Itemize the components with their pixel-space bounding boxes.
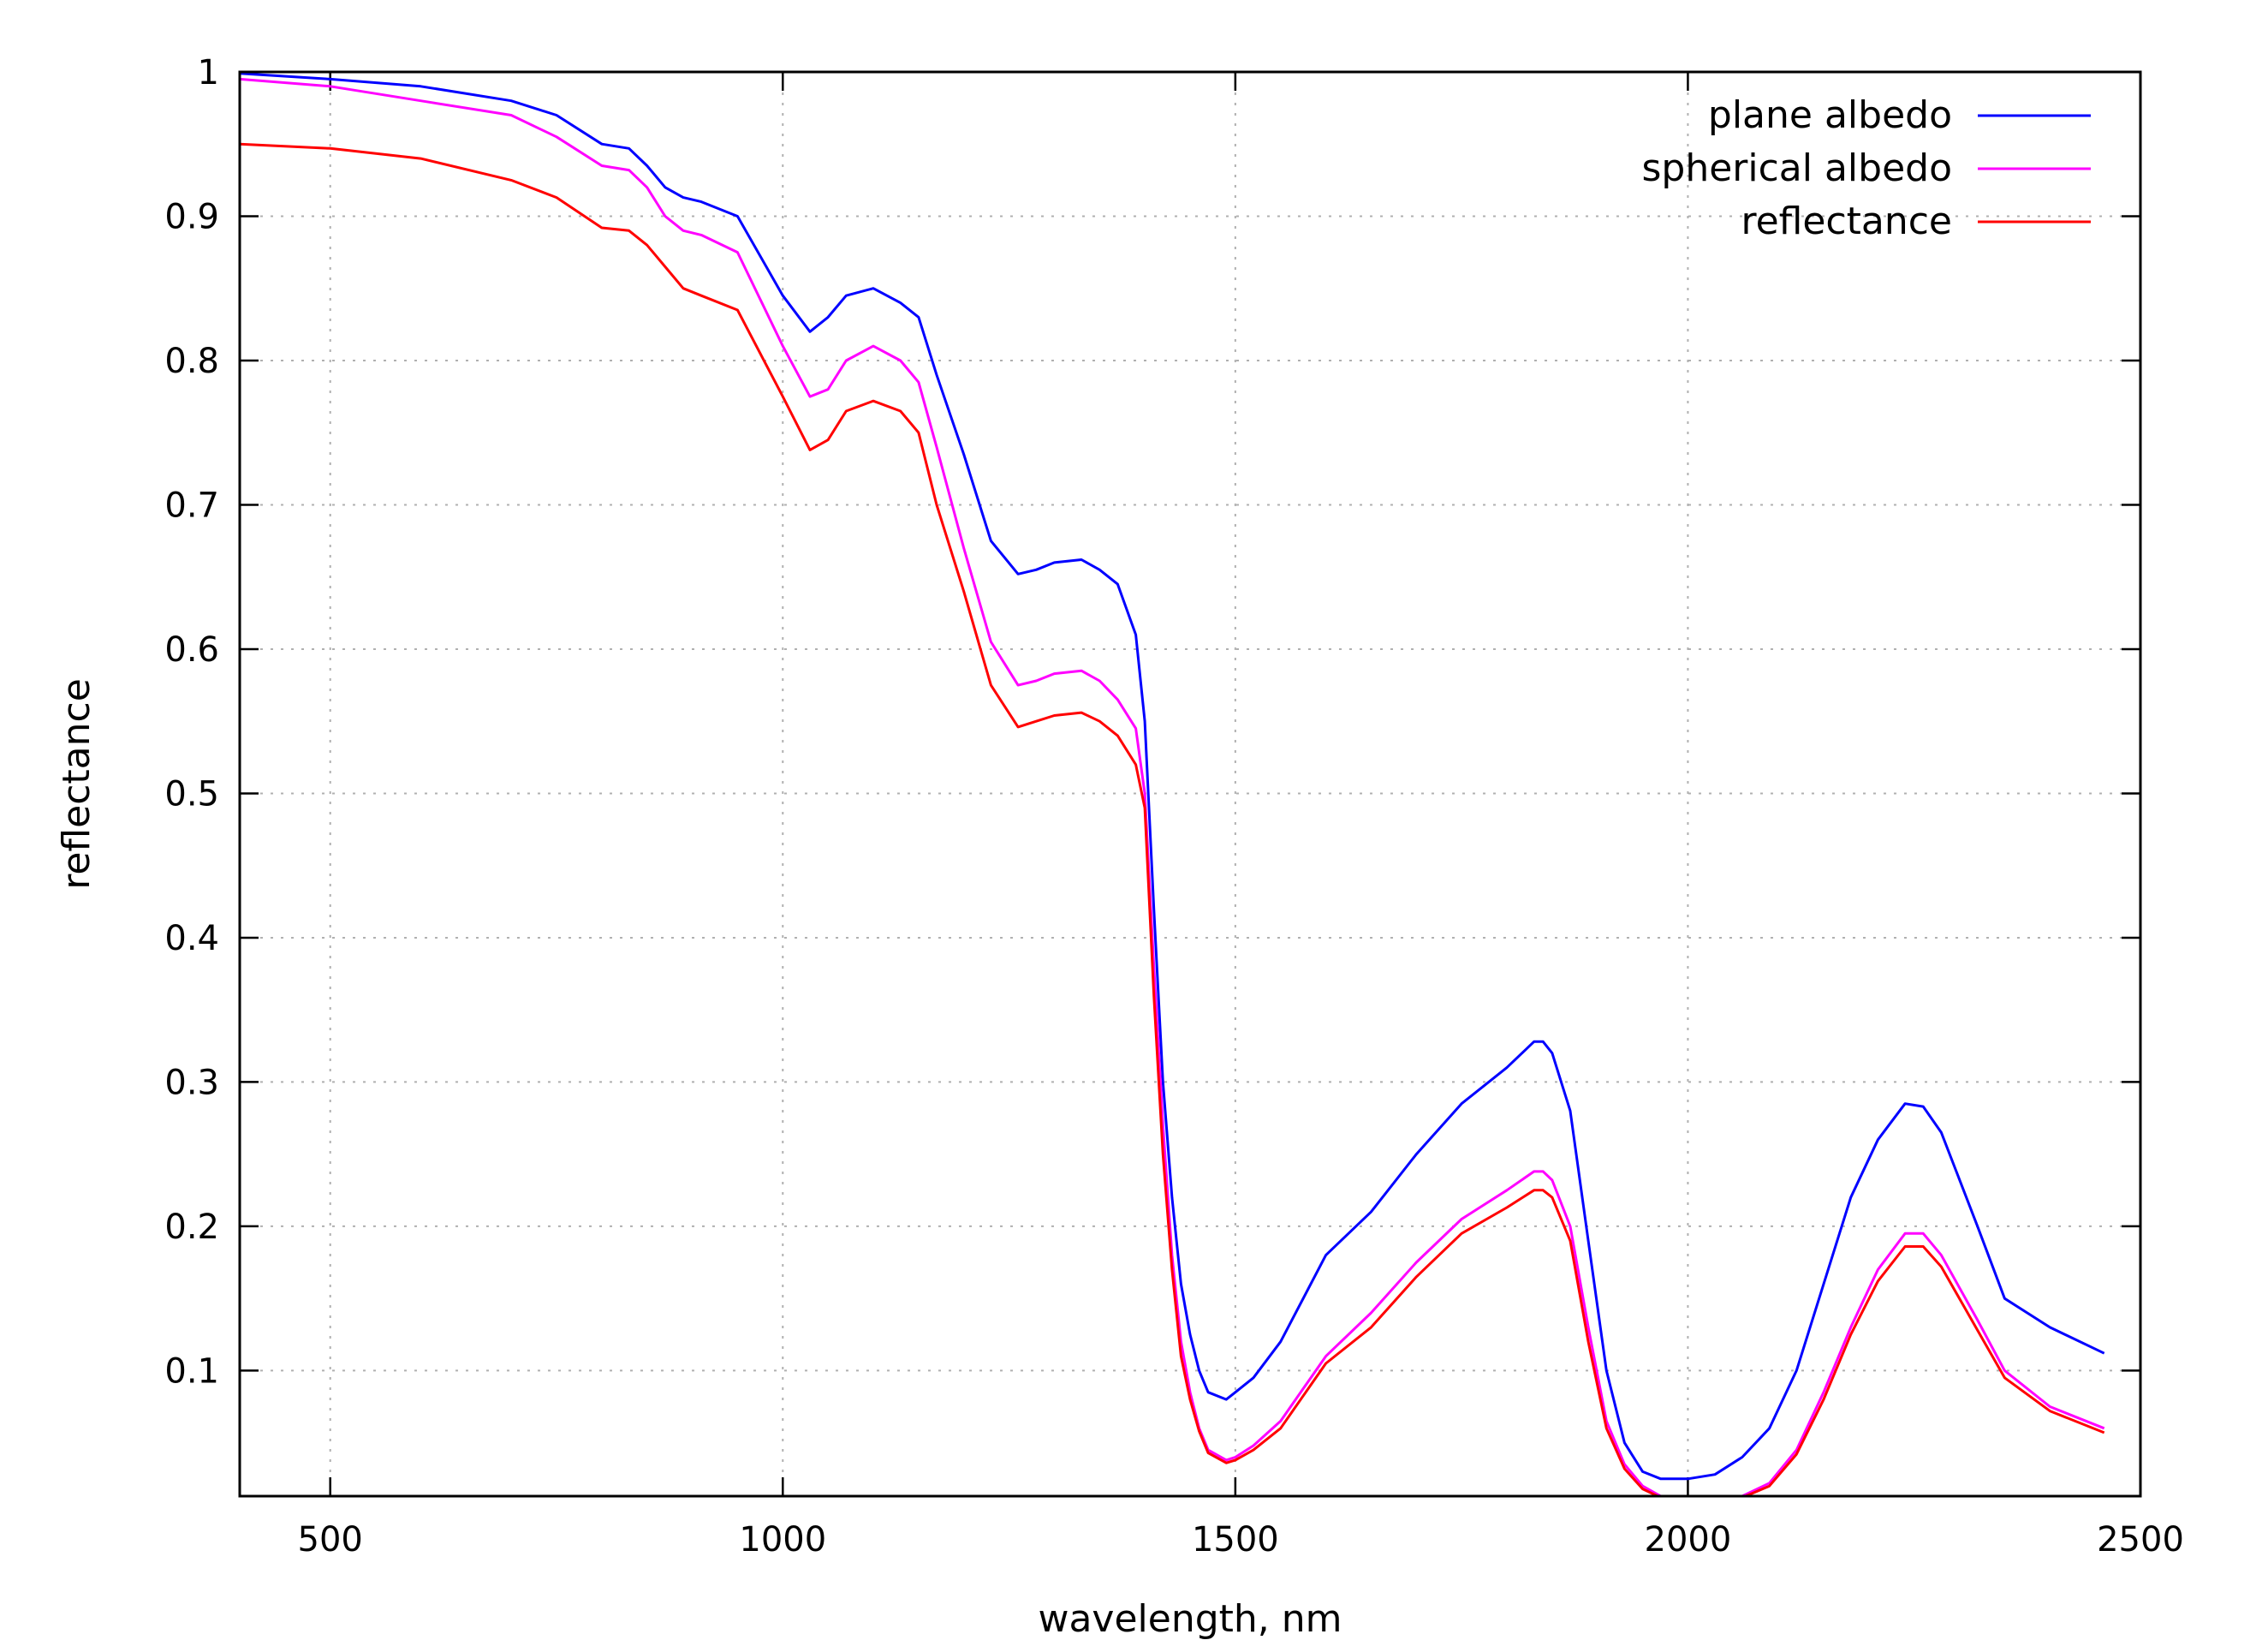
legend-label-reflectance: reflectance [1741,200,1952,243]
y-tick-label: 1 [198,53,219,92]
x-tick-label: 500 [298,1520,363,1560]
y-tick-label: 0.4 [164,919,219,958]
y-tick-label: 0.3 [164,1063,219,1102]
y-tick-label: 0.8 [164,342,219,381]
x-tick-label: 2500 [2097,1520,2184,1560]
y-tick-label: 0.9 [164,197,219,236]
series-line-spherical-albedo [240,77,2105,1496]
series-line-reflectance [240,142,2105,1496]
series-layer [240,72,2105,1496]
y-tick-label: 0.7 [164,486,219,525]
plot-frame [238,70,2142,1498]
legend-label-spherical-albedo: spherical albedo [1641,146,1952,190]
series-line-plane-albedo [240,72,2105,1481]
x-axis-label: wavelength, nm [1038,1597,1342,1641]
axis-ticks [240,70,2142,1496]
x-tick-label: 1500 [1192,1520,1279,1560]
y-axis-label: reflectance [55,678,98,890]
y-tick-label: 0.6 [164,630,219,670]
legend-label-plane-albedo: plane albedo [1708,93,1952,137]
legend: plane albedo spherical albedo reflectance [1641,93,2091,243]
y-tick-label: 0.5 [164,774,219,814]
y-tick-label: 0.1 [164,1351,219,1391]
x-tick-label: 1000 [739,1520,826,1560]
tick-labels: 500 1000 1500 2000 2500 0.1 0.2 0.3 0.4 0.5 0.6 0.7… [164,53,2184,1560]
x-tick-label: 2000 [1645,1520,1732,1560]
grid [240,72,2140,1496]
y-tick-label: 0.2 [164,1208,219,1247]
